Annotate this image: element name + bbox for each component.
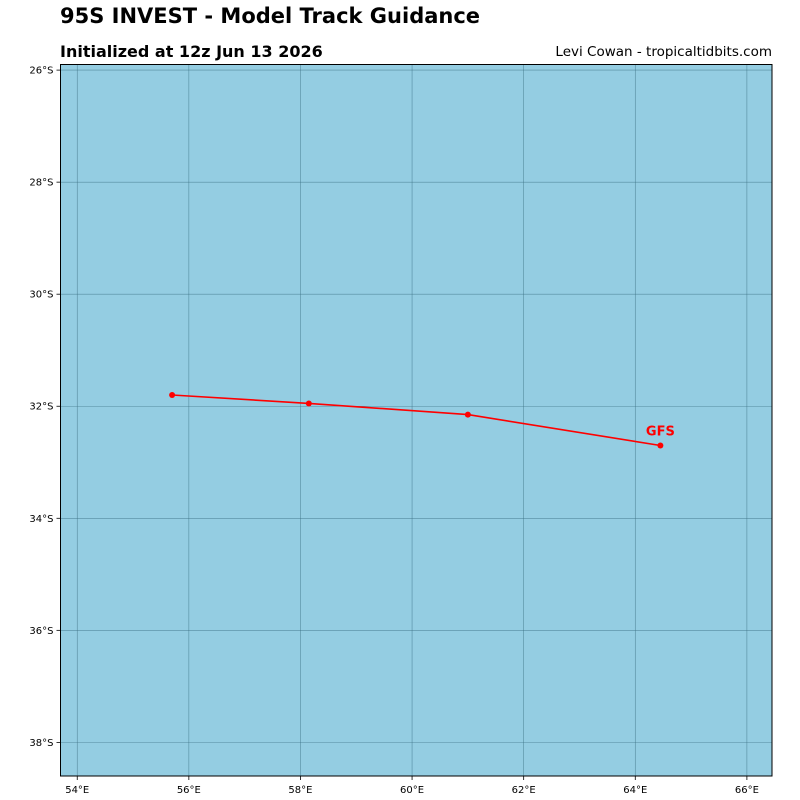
lat-tick-label: 38°S bbox=[29, 738, 53, 749]
lon-tick-label: 66°E bbox=[735, 785, 759, 796]
lat-tick-label: 32°S bbox=[29, 402, 53, 413]
axis-ticks: 54°E 56°E 58°E 60°E 62°E 64°E 66°E 26°S 28°S 30°S… bbox=[29, 66, 758, 796]
track-point bbox=[464, 411, 471, 418]
lon-tick-label: 58°E bbox=[288, 785, 312, 796]
track-point bbox=[657, 442, 664, 449]
lat-tick-label: 26°S bbox=[29, 66, 53, 77]
lon-tick-label: 64°E bbox=[623, 785, 647, 796]
lat-tick-label: 30°S bbox=[29, 290, 53, 301]
credit-text: Levi Cowan - tropicaltidbits.com bbox=[555, 44, 772, 60]
init-time-subtitle: Initialized at 12z Jun 13 2026 bbox=[60, 42, 323, 61]
track-line-gfs bbox=[172, 394, 661, 447]
lat-tick-label: 36°S bbox=[29, 626, 53, 637]
model-label: GFS bbox=[646, 424, 675, 439]
model-tracks: GFS bbox=[169, 392, 675, 449]
page-title: 95S INVEST - Model Track Guidance bbox=[60, 4, 481, 28]
ocean-background bbox=[60, 64, 772, 776]
track-point bbox=[169, 392, 176, 399]
lat-tick-label: 34°S bbox=[29, 514, 53, 525]
track-point bbox=[305, 400, 312, 407]
lat-tick-label: 28°S bbox=[29, 178, 53, 189]
lon-tick-label: 60°E bbox=[400, 785, 424, 796]
lon-tick-label: 62°E bbox=[512, 785, 536, 796]
grid-lines bbox=[60, 64, 772, 776]
lon-tick-label: 54°E bbox=[65, 785, 89, 796]
lon-tick-label: 56°E bbox=[177, 785, 201, 796]
map-frame bbox=[60, 64, 773, 777]
